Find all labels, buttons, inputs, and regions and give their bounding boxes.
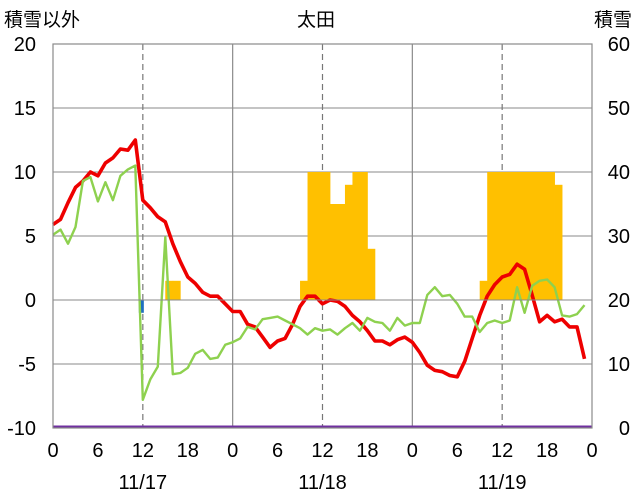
plot-frame (52, 43, 593, 429)
snow-bar (517, 172, 526, 300)
humidity-line (52, 164, 586, 401)
y-right-tick-label: 40 (608, 162, 630, 184)
snow-bar (509, 172, 518, 300)
y-right-tick-label: 10 (608, 354, 630, 376)
y-left-tick-label: 15 (14, 98, 36, 120)
snow-bars (138, 172, 563, 313)
snow-bar (487, 172, 496, 300)
snow-bar (172, 280, 181, 300)
snow-bar (352, 172, 361, 300)
snow-bar (329, 204, 338, 300)
chart-title: 太田 (297, 9, 335, 31)
snow-bar (532, 172, 540, 300)
y-right-tick-label: 30 (608, 226, 630, 248)
snow-bar (322, 172, 331, 300)
x-tick-label: 12 (132, 440, 154, 462)
date-label: 11/18 (298, 472, 347, 494)
x-tick-label: 18 (177, 440, 199, 462)
date-label: 11/17 (119, 472, 168, 494)
y-left-tick-label: -10 (7, 418, 36, 440)
snow-bar (547, 172, 555, 300)
snow-bar (539, 172, 548, 300)
y-left-tick-label: 20 (14, 34, 36, 56)
snow-bar (300, 280, 308, 300)
x-tick-label: 12 (491, 440, 513, 462)
x-tick-label: 0 (407, 440, 418, 462)
snow-bar (479, 280, 488, 300)
x-tick-label: 0 (227, 440, 238, 462)
x-tick-label: 0 (586, 440, 597, 462)
y-right-tick-label: 20 (608, 290, 630, 312)
snow-bar (494, 172, 503, 300)
date-label: 11/19 (478, 472, 527, 494)
snow-bar (337, 204, 346, 300)
snow-bar (367, 248, 376, 300)
y-right-tick-label: 50 (608, 98, 630, 120)
y-left-tick-label: 5 (25, 226, 36, 248)
snow-bar (344, 184, 353, 300)
x-tick-label: 12 (311, 440, 333, 462)
snow-bar (554, 184, 563, 300)
x-tick-label: 6 (452, 440, 463, 462)
snow-bar (502, 172, 511, 300)
y-left-tick-label: -5 (18, 354, 36, 376)
y-right-tick-label: 0 (619, 418, 630, 440)
y-right-tick-label: 60 (608, 34, 630, 56)
right-axis-label: 積雪 (594, 9, 632, 31)
x-tick-label: 0 (47, 440, 58, 462)
left-axis-label: 積雪以外 (4, 9, 80, 31)
y-left-tick-label: 10 (14, 162, 36, 184)
snow-bar (359, 172, 368, 300)
snow-bar (315, 172, 323, 300)
plot-border (52, 43, 593, 429)
y-left-tick-label: 0 (25, 290, 36, 312)
x-tick-label: 6 (92, 440, 103, 462)
x-tick-label: 6 (272, 440, 283, 462)
x-tick-label: 18 (356, 440, 378, 462)
precip-bar (138, 300, 144, 313)
snow-bar (307, 172, 316, 300)
x-tick-label: 18 (536, 440, 558, 462)
snow-bar (524, 172, 533, 300)
